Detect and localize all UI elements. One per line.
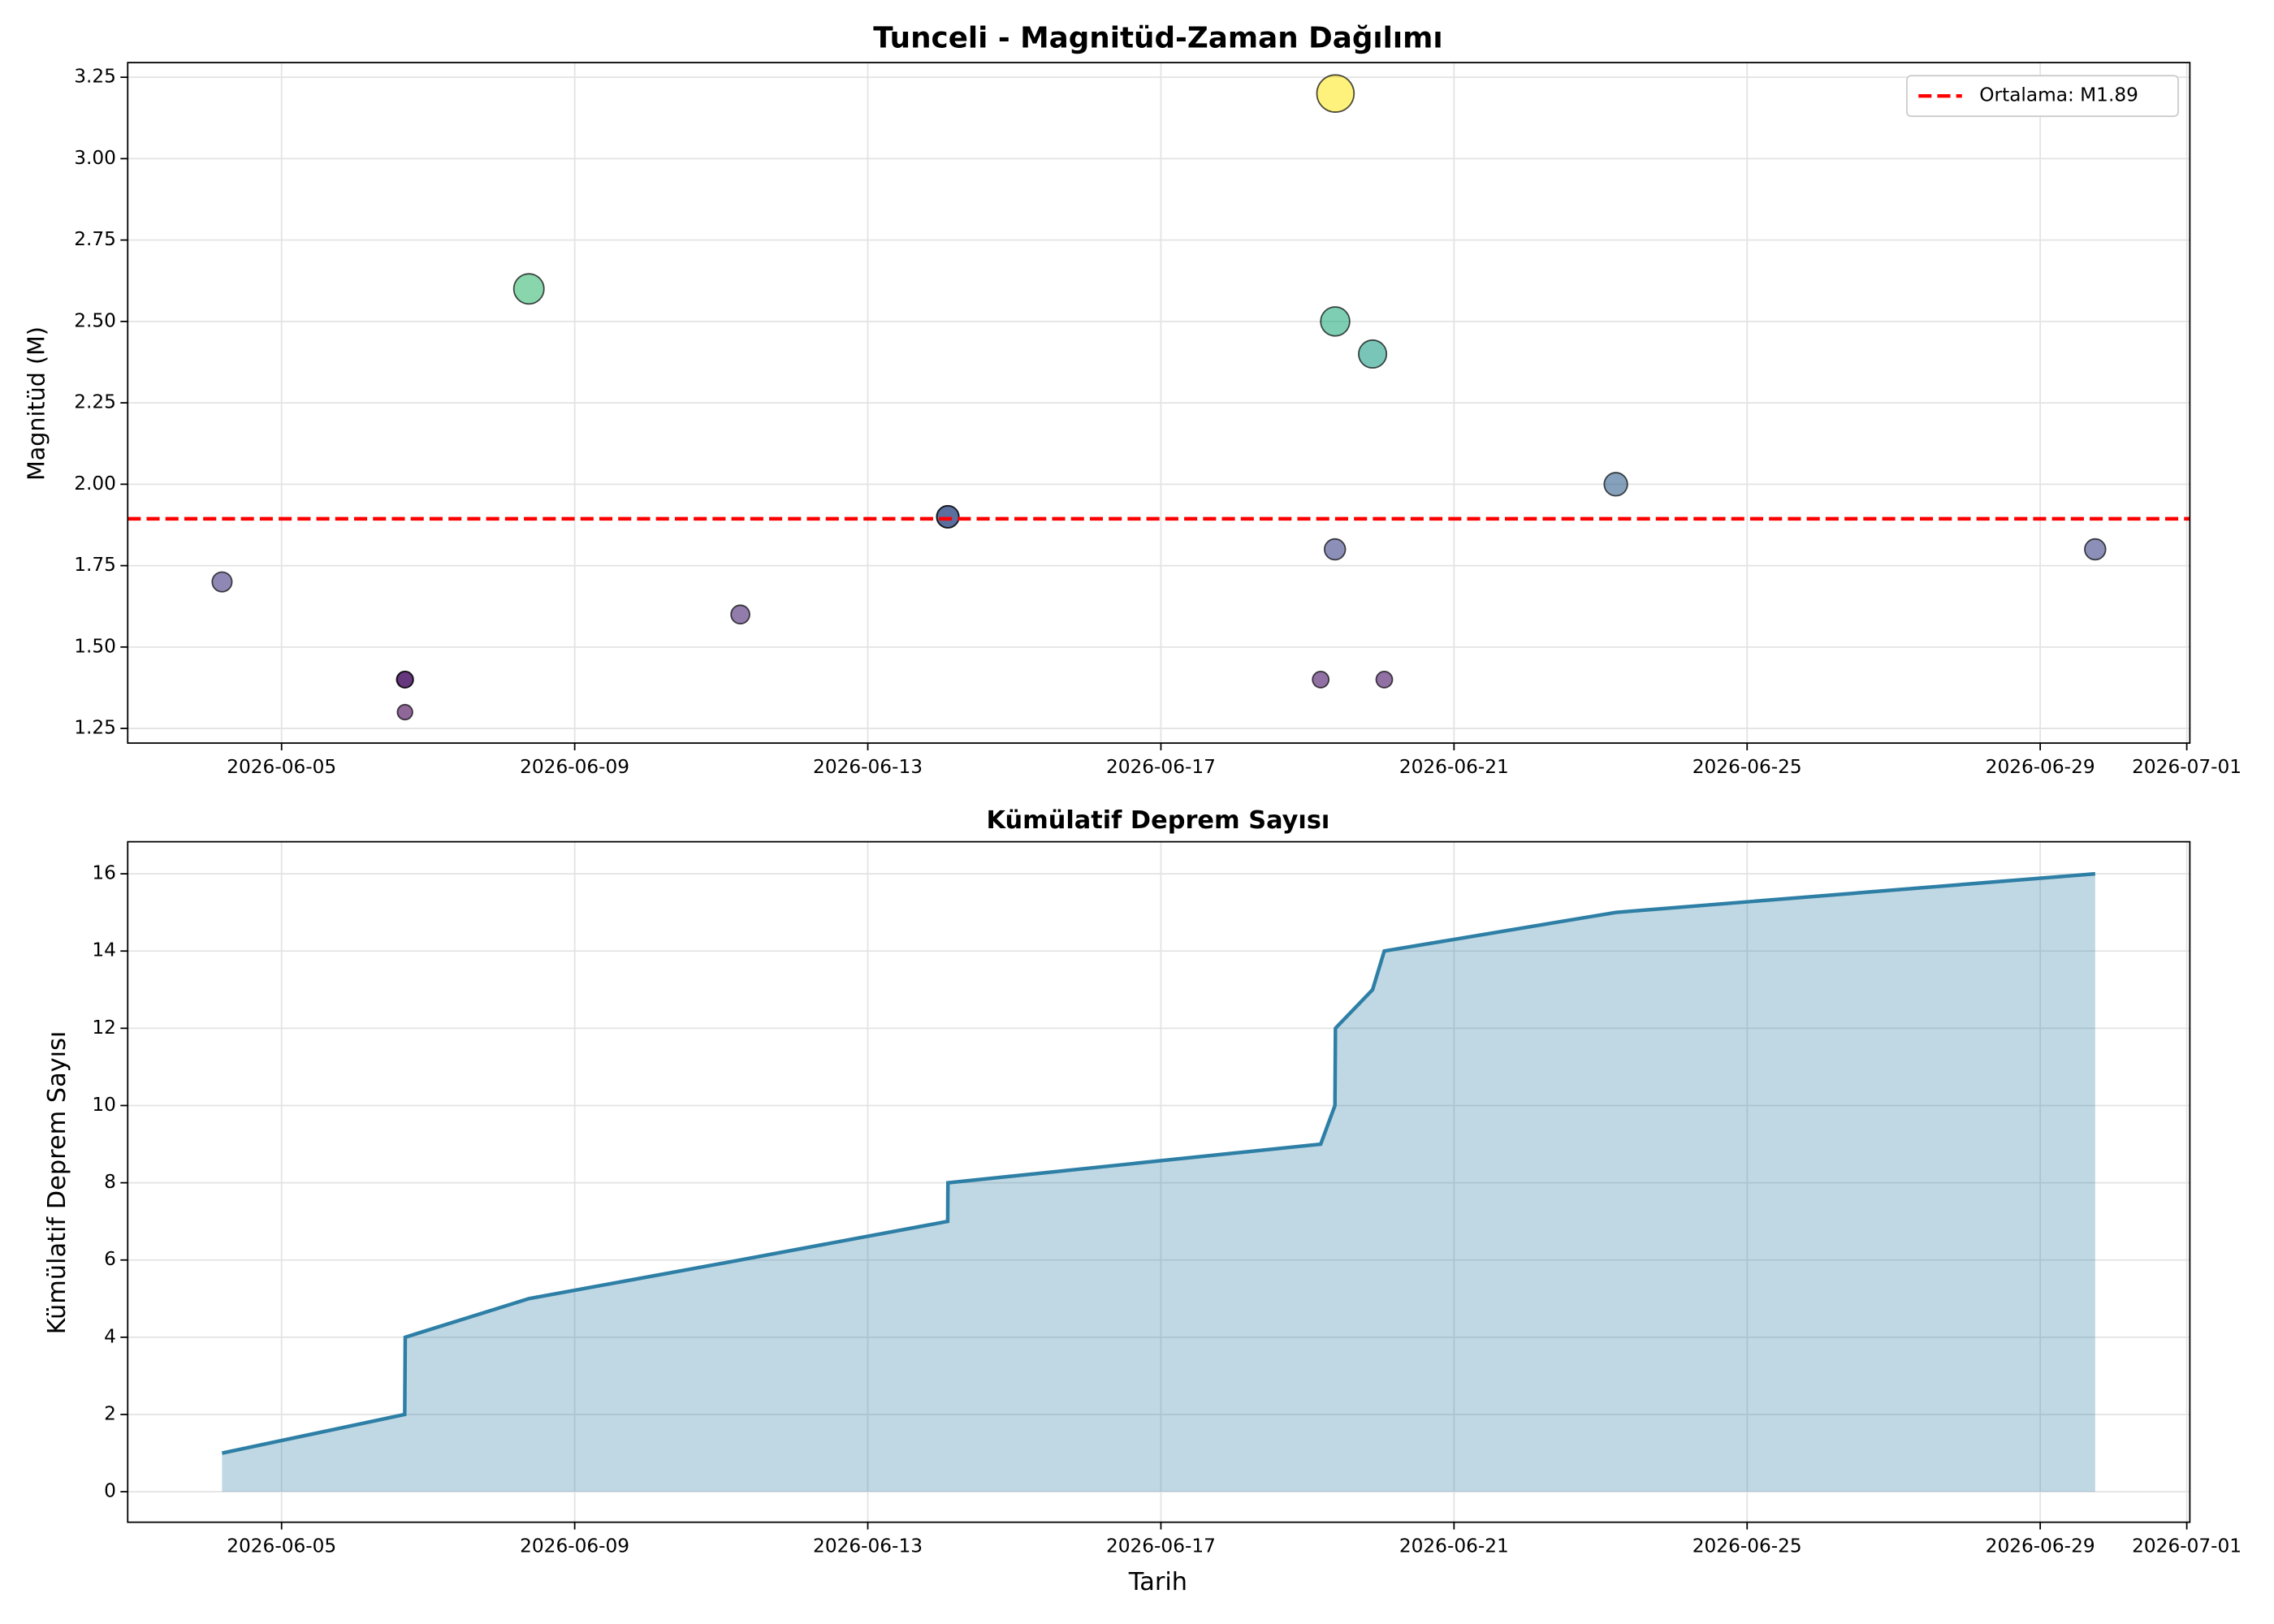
y-axis-label: Kümülatif Deprem Sayısı <box>43 1031 71 1335</box>
x-tick-label: 2026-07-01 <box>2132 756 2242 778</box>
chart-title: Kümülatif Deprem Sayısı <box>986 806 1329 835</box>
x-tick-label: 2026-07-01 <box>2132 1535 2242 1557</box>
x-tick-label: 2026-06-25 <box>1693 756 1802 778</box>
y-tick-label: 1.25 <box>74 717 116 739</box>
data-point <box>396 671 414 689</box>
x-tick-label: 2026-06-09 <box>520 1535 629 1557</box>
data-point <box>1316 74 1355 113</box>
x-tick-label: 2026-06-25 <box>1693 1535 1802 1557</box>
y-tick-label: 4 <box>104 1325 116 1347</box>
y-axis-label: Magnitüd (M) <box>22 326 50 481</box>
data-point <box>730 604 750 625</box>
data-point <box>1603 472 1628 497</box>
y-tick-label: 10 <box>92 1094 116 1116</box>
y-tick-label: 0 <box>104 1480 116 1502</box>
line <box>221 871 2096 1455</box>
data-point <box>936 504 960 529</box>
chart-title: Tunceli - Magnitüd-Zaman Dağılımı <box>873 22 1442 55</box>
y-tick-label: 3.25 <box>74 66 116 88</box>
x-tick-label: 2026-06-13 <box>813 756 923 778</box>
data-point <box>211 571 233 593</box>
area-fill <box>222 874 2095 1492</box>
legend-box <box>1906 75 2179 118</box>
x-tick-label: 2026-06-17 <box>1106 1535 1216 1557</box>
y-tick-label: 8 <box>104 1171 116 1193</box>
data-point <box>1323 538 1347 561</box>
x-tick-label: 2026-06-21 <box>1399 756 1509 778</box>
x-tick-label: 2026-06-05 <box>227 756 336 778</box>
data-point <box>1312 671 1330 689</box>
x-tick-label: 2026-06-09 <box>520 756 629 778</box>
y-tick-label: 1.75 <box>74 554 116 576</box>
y-tick-label: 16 <box>92 862 116 884</box>
x-tick-label: 2026-06-13 <box>813 1535 923 1557</box>
x-tick-label: 2026-06-29 <box>1986 1535 2095 1557</box>
y-tick-label: 2.75 <box>74 228 116 250</box>
x-tick-label: 2026-06-17 <box>1106 756 1216 778</box>
y-tick-label: 12 <box>92 1017 116 1039</box>
x-axis-label: Tarih <box>1128 1568 1187 1596</box>
y-tick-label: 3.00 <box>74 147 116 169</box>
y-tick-label: 6 <box>104 1248 116 1270</box>
data-point <box>1375 671 1394 689</box>
data-point <box>2084 538 2107 561</box>
x-tick-label: 2026-06-21 <box>1399 1535 1509 1557</box>
y-tick-label: 2.25 <box>74 391 116 413</box>
legend-label: Ortalama: M1.89 <box>1979 84 2138 106</box>
y-tick-label: 2.50 <box>74 309 116 331</box>
data-point <box>1358 339 1388 369</box>
data-point <box>512 273 545 305</box>
y-tick-label: 1.50 <box>74 635 116 657</box>
y-tick-label: 2 <box>104 1402 116 1424</box>
y-tick-label: 14 <box>92 939 116 961</box>
x-tick-label: 2026-06-29 <box>1986 756 2095 778</box>
data-point <box>1320 306 1351 337</box>
data-point <box>396 703 413 721</box>
y-tick-label: 2.00 <box>74 473 116 495</box>
plot-frame <box>127 62 2191 745</box>
x-tick-label: 2026-06-05 <box>227 1535 336 1557</box>
plot-frame <box>127 840 2191 1523</box>
